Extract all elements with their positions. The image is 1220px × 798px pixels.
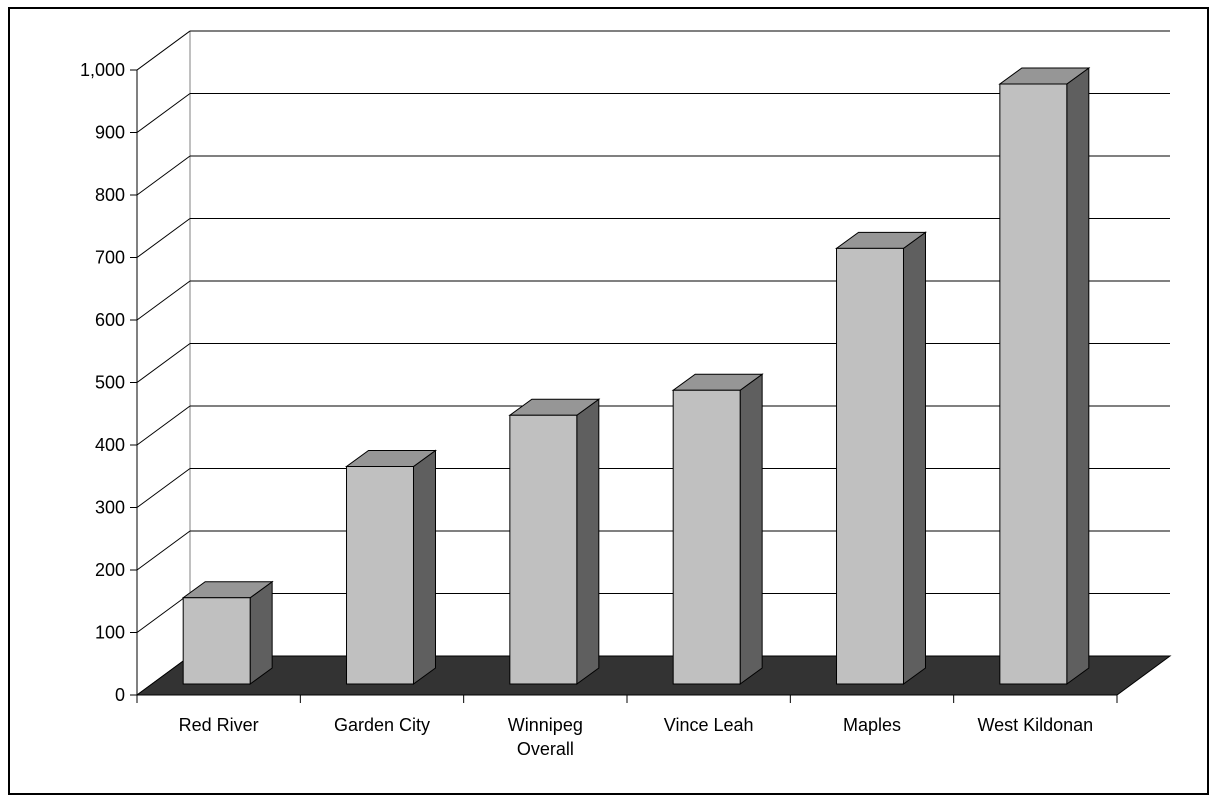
chart-bars bbox=[181, 67, 1091, 685]
y-tick-label: 700 bbox=[95, 248, 125, 268]
bar bbox=[834, 231, 928, 685]
x-tick-label: Winnipeg Overall bbox=[508, 715, 583, 759]
bar-front bbox=[346, 466, 414, 685]
bar bbox=[508, 398, 601, 685]
bar-front bbox=[182, 597, 251, 685]
side-gridline bbox=[136, 405, 191, 446]
bar bbox=[344, 449, 438, 685]
x-tick-label: West Kildonan bbox=[977, 715, 1093, 735]
bar-side bbox=[739, 373, 763, 685]
bar bbox=[181, 580, 274, 685]
side-gridline bbox=[136, 155, 191, 196]
x-tick-label: Garden City bbox=[334, 715, 430, 735]
bar-side bbox=[576, 398, 600, 685]
side-gridline bbox=[136, 343, 191, 383]
bar-side bbox=[902, 231, 926, 685]
bar bbox=[671, 373, 764, 685]
bar-front bbox=[509, 414, 578, 685]
side-gridline bbox=[136, 468, 191, 508]
y-tick-label: 900 bbox=[95, 123, 125, 143]
side-gridline bbox=[136, 30, 191, 71]
chart-axes bbox=[130, 69, 1118, 703]
y-tick-label: 500 bbox=[95, 373, 125, 393]
side-gridline bbox=[136, 593, 191, 633]
side-gridline bbox=[136, 280, 191, 321]
side-gridline bbox=[136, 93, 191, 133]
y-tick-label: 200 bbox=[95, 560, 125, 580]
bar-side bbox=[412, 449, 436, 685]
y-tick-label: 0 bbox=[115, 685, 125, 705]
bar-side bbox=[1066, 67, 1090, 685]
bar bbox=[998, 67, 1091, 685]
side-gridline bbox=[136, 218, 191, 258]
y-tick-label: 800 bbox=[95, 185, 125, 205]
bar-front bbox=[672, 389, 741, 685]
y-tick-label: 100 bbox=[95, 623, 125, 643]
x-tick-label: Maples bbox=[843, 715, 901, 735]
x-tick-label: Vince Leah bbox=[664, 715, 754, 735]
bar-front bbox=[836, 247, 904, 685]
chart-labels: 0 100 200 300 400 500 600 700 800 900 1,000 Red Riv… bbox=[80, 60, 1093, 759]
y-tick-label: 600 bbox=[95, 310, 125, 330]
y-tick-label: 300 bbox=[95, 498, 125, 518]
bar-side bbox=[249, 580, 273, 685]
bar-front bbox=[999, 83, 1068, 685]
y-tick-label: 400 bbox=[95, 435, 125, 455]
side-gridline bbox=[136, 530, 191, 571]
y-tick-label: 1,000 bbox=[80, 60, 125, 80]
x-tick-label: Red River bbox=[179, 715, 259, 735]
